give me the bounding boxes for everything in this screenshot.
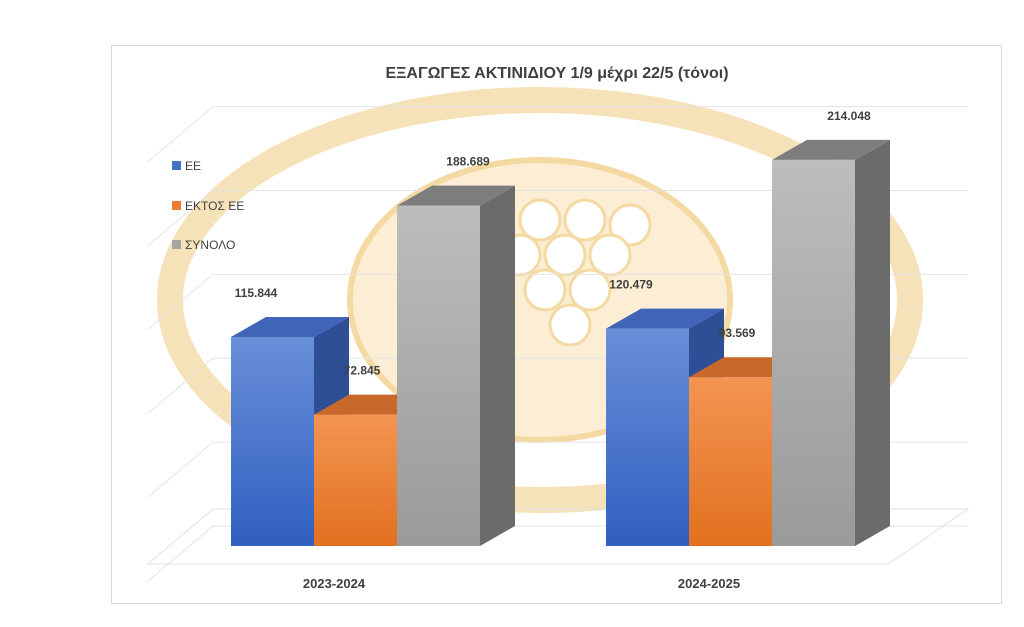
bar-εε-2023-2024 — [231, 317, 349, 546]
gridline-side — [147, 106, 214, 162]
bar-συνολο-2023-2024 — [397, 185, 515, 546]
data-label: 188.689 — [446, 155, 490, 169]
legend-label: ΣΥΝΟΛΟ — [185, 238, 235, 252]
data-label: 72.845 — [344, 364, 381, 378]
legend-label: ΕΚΤΟΣ ΕΕ — [185, 199, 244, 213]
category-labels: 2023-2024 2024-2025 — [303, 576, 740, 591]
legend-swatch — [172, 201, 181, 210]
floor-outline — [146, 508, 970, 565]
data-label: 115.844 — [235, 286, 278, 300]
bar-συνολο-2024-2025 — [772, 139, 890, 546]
gridline-side — [147, 190, 214, 246]
gridline-side — [147, 525, 214, 582]
legend-swatch — [172, 240, 181, 249]
gridline-side — [147, 273, 214, 330]
data-label: 214.048 — [827, 109, 871, 123]
category-label: 2023-2024 — [303, 576, 366, 591]
data-label: 93.569 — [719, 326, 756, 340]
bars — [231, 139, 890, 546]
gridline-side — [147, 441, 214, 498]
chart-title: ΕΞΑΓΩΓΕΣ ΑΚΤΙΝΙΔΙΟΥ 1/9 μέχρι 22/5 (τόνο… — [385, 65, 728, 82]
data-labels: 115.844 72.845 188.689 120.479 93.569 214.048 — [235, 109, 871, 378]
data-label: 120.479 — [609, 278, 653, 292]
legend-swatch — [172, 161, 181, 170]
gridline-side — [147, 357, 214, 414]
chart-floor — [146, 508, 970, 565]
category-label: 2024-2025 — [678, 576, 740, 591]
legend-label: ΕΕ — [185, 159, 201, 173]
legend: ΕΕ ΕΚΤΟΣ ΕΕ ΣΥΝΟΛΟ — [172, 159, 244, 252]
